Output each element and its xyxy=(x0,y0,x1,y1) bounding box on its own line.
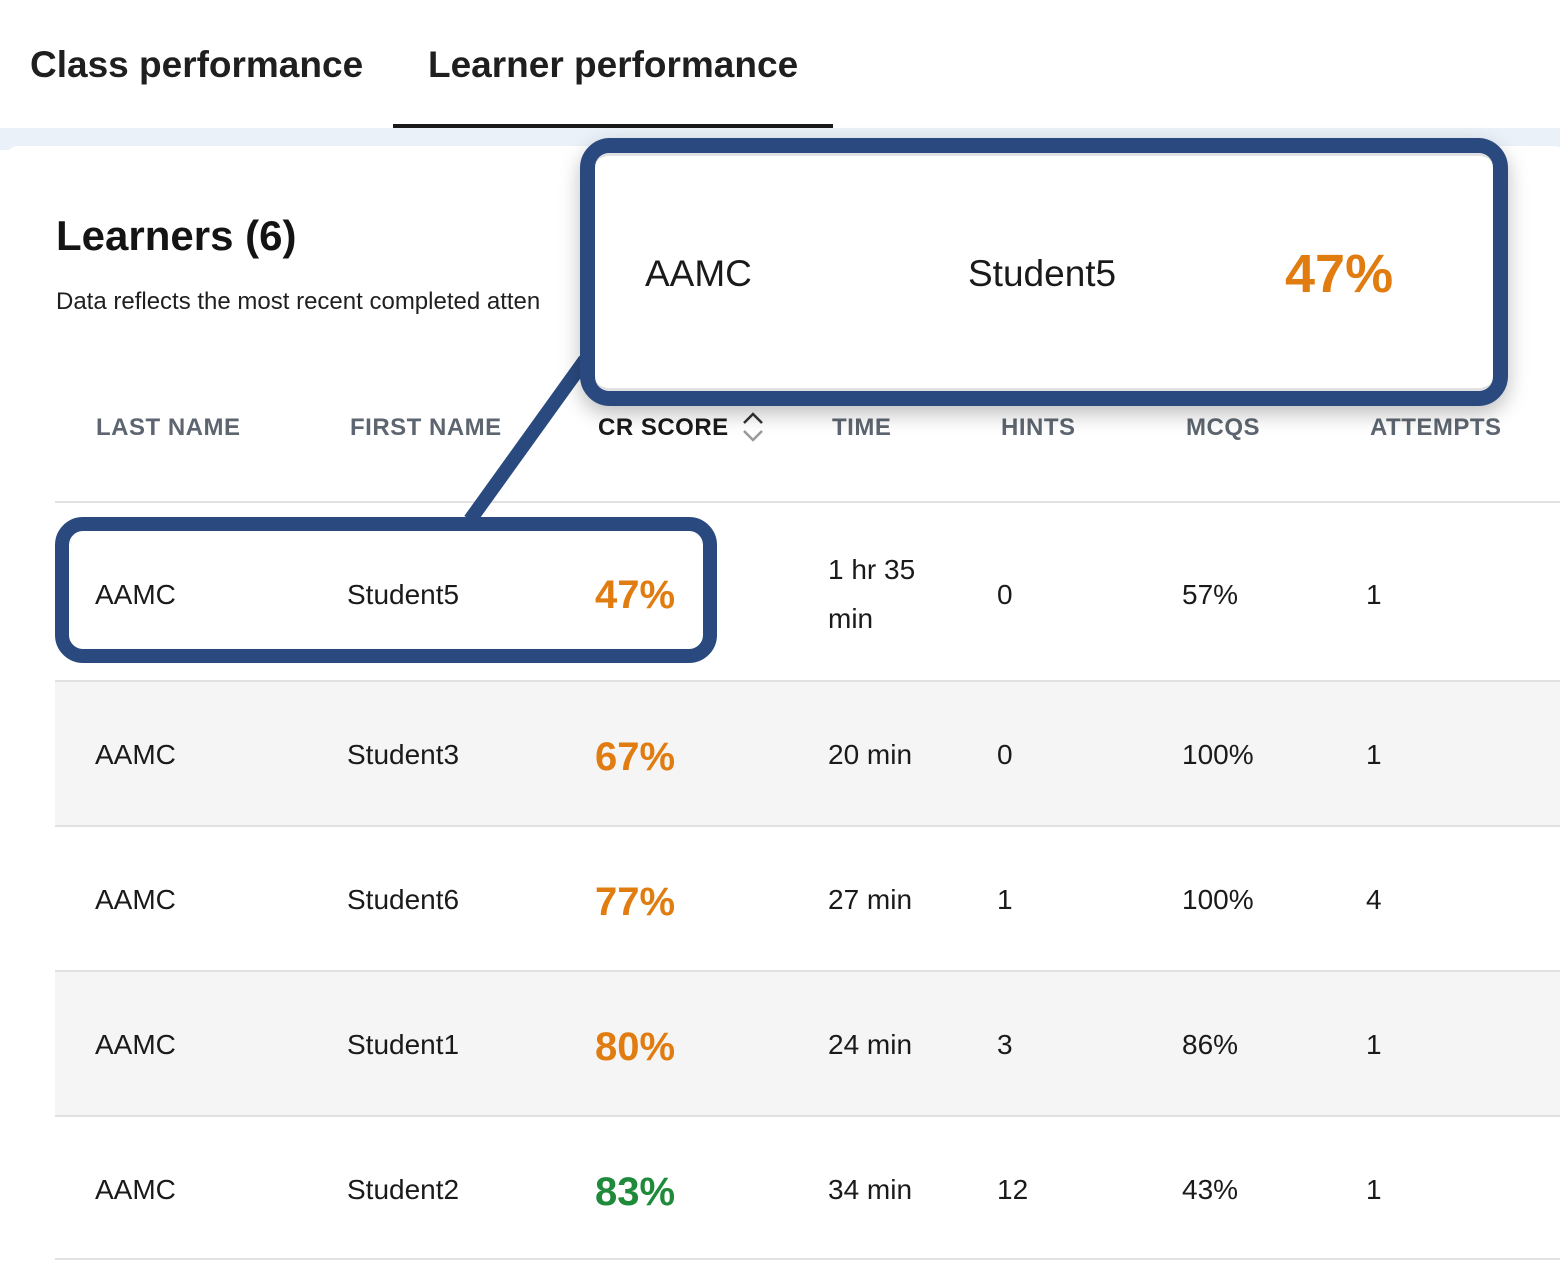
cell-cr-score: 83% xyxy=(595,1170,676,1214)
table-row[interactable]: AAMC Student5 47% 1 hr 35 min 0 57% 1 xyxy=(55,501,1560,680)
cell-mcqs: 86% xyxy=(1182,1029,1239,1060)
cell-cr-score: 80% xyxy=(595,1025,676,1069)
zoom-cr-score: 47% xyxy=(1285,244,1394,304)
cell-first-name: Student6 xyxy=(347,884,460,915)
cell-attempts: 1 xyxy=(1366,1174,1382,1205)
cell-hints: 3 xyxy=(997,1029,1013,1060)
cell-hints: 12 xyxy=(997,1174,1029,1205)
column-header-last-name[interactable]: LAST NAME xyxy=(96,414,241,441)
cell-time: 27 min xyxy=(828,884,913,915)
tab-learner-performance[interactable]: Learner performance xyxy=(428,44,799,85)
column-header-first-name[interactable]: FIRST NAME xyxy=(350,414,502,441)
row-highlight-box xyxy=(55,517,717,663)
tab-class-performance[interactable]: Class performance xyxy=(30,44,364,85)
cell-last-name: AAMC xyxy=(95,884,176,915)
cell-mcqs: 43% xyxy=(1182,1174,1239,1205)
sort-chevrons-icon[interactable] xyxy=(740,410,766,444)
learners-subtitle: Data reflects the most recent completed … xyxy=(56,288,541,315)
cell-hints: 1 xyxy=(997,884,1013,915)
column-header-time[interactable]: TIME xyxy=(832,414,892,441)
cell-mcqs: 57% xyxy=(1182,579,1239,610)
table-row[interactable]: AAMC Student2 83% 34 min 12 43% 1 xyxy=(55,1115,1560,1260)
cell-time: 20 min xyxy=(828,739,913,770)
column-header-hints[interactable]: HINTS xyxy=(1001,414,1076,441)
column-header-mcqs[interactable]: MCQS xyxy=(1186,414,1260,441)
cell-last-name: AAMC xyxy=(95,739,176,770)
cell-hints: 0 xyxy=(997,579,1013,610)
learners-title: Learners (6) xyxy=(56,212,297,259)
cell-attempts: 1 xyxy=(1366,579,1382,610)
table-row[interactable]: AAMC Student6 77% 27 min 1 100% 4 xyxy=(55,825,1560,970)
cell-cr-score: 67% xyxy=(595,735,676,779)
cell-first-name: Student5 xyxy=(347,579,460,610)
cell-time: 34 min xyxy=(828,1174,913,1205)
table-row[interactable]: AAMC Student1 80% 24 min 3 86% 1 xyxy=(55,970,1560,1115)
cell-mcqs: 100% xyxy=(1182,884,1254,915)
cell-time: 1 hr 35 min xyxy=(828,554,916,634)
cell-cr-score: 77% xyxy=(595,880,676,924)
cell-last-name: AAMC xyxy=(95,579,176,610)
cell-first-name: Student1 xyxy=(347,1029,460,1060)
cell-last-name: AAMC xyxy=(95,1029,176,1060)
cell-last-name: AAMC xyxy=(95,1174,176,1205)
zoom-callout-row xyxy=(595,153,1493,391)
table-row[interactable]: AAMC Student3 67% 20 min 0 100% 1 xyxy=(55,680,1560,825)
cell-attempts: 1 xyxy=(1366,1029,1382,1060)
column-header-cr-score[interactable]: CR SCORE xyxy=(598,414,729,441)
cell-attempts: 1 xyxy=(1366,739,1382,770)
tab-bar: Class performance Learner performance xyxy=(0,0,1560,130)
cell-cr-score: 47% xyxy=(595,573,676,617)
cell-first-name: Student3 xyxy=(347,739,460,770)
zoom-last-name: AAMC xyxy=(645,253,752,294)
cell-attempts: 4 xyxy=(1366,884,1382,915)
cell-first-name: Student2 xyxy=(347,1174,460,1205)
cell-mcqs: 100% xyxy=(1182,739,1254,770)
column-header-attempts[interactable]: ATTEMPTS xyxy=(1370,414,1502,441)
zoom-first-name: Student5 xyxy=(968,253,1117,294)
zoom-callout: AAMC Student5 47% xyxy=(580,138,1508,406)
cell-hints: 0 xyxy=(997,739,1013,770)
cell-time: 24 min xyxy=(828,1029,913,1060)
active-tab-indicator xyxy=(393,124,833,130)
